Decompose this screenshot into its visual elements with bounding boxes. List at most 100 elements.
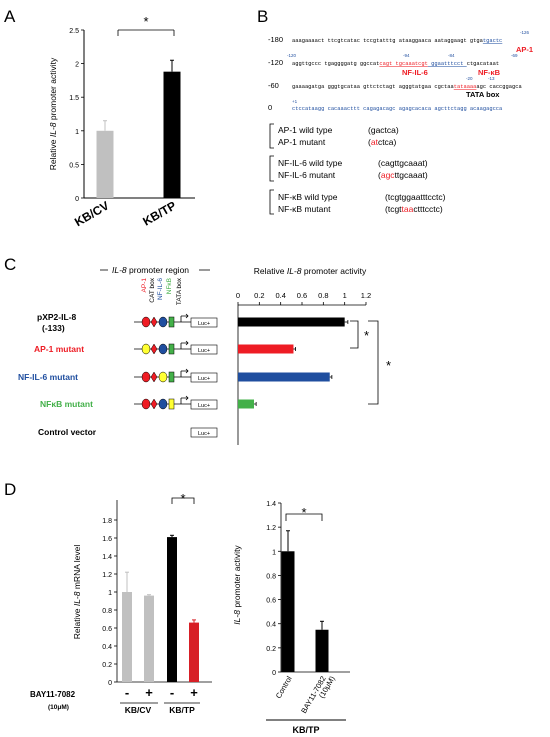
group-label-kbtp: KB/TP	[169, 705, 195, 715]
element-label-tata: TATA box	[176, 277, 183, 305]
seq-position-label: -180	[268, 35, 283, 44]
y-tick-label: 0	[272, 670, 276, 677]
x-category-label: KB/TP	[140, 198, 178, 228]
element-label-cat: CAT box	[149, 277, 156, 302]
luciferase-box	[190, 372, 218, 383]
seq-position-label: -120	[268, 58, 283, 67]
bar	[238, 399, 254, 409]
ap1-site	[141, 371, 151, 383]
element-label-nfkb: NFκB	[166, 278, 173, 294]
nfkb-site	[168, 398, 175, 410]
y-tick-label: 0.6	[266, 598, 276, 605]
site-label-tata: TATA box	[466, 90, 500, 99]
y-tick-label: 0	[108, 680, 112, 687]
nfkb-site	[168, 343, 175, 355]
y-tick-label: 2	[75, 62, 79, 69]
element-label-nfil6: NF-IL-6	[157, 278, 164, 300]
group-label-kbcv: KB/CV	[125, 705, 152, 715]
luciferase-label: Luc+	[198, 431, 210, 437]
x-tick-label: 0	[236, 291, 240, 300]
panel-label-a: A	[4, 7, 16, 26]
legend-ap1-mut: AP-1 mutant (atctca)	[278, 137, 397, 147]
luciferase-label: Luc+	[198, 376, 210, 382]
cat-box-site	[150, 343, 158, 355]
luciferase-label: Luc+	[198, 348, 210, 354]
construct-label-wt-sub: (-133)	[42, 323, 65, 333]
bar	[122, 592, 132, 682]
chart-a: Relative IL-8 promoter activity * 0 0.5 1 1…	[48, 14, 195, 229]
luciferase-box	[190, 317, 218, 328]
panel-label-c: C	[4, 255, 16, 274]
bar	[163, 71, 181, 198]
construct-label-nfkb: NFκB mutant	[40, 399, 93, 409]
chart-c-significance-outer: *	[386, 358, 391, 373]
cat-box-site	[150, 316, 158, 328]
luciferase-label: Luc+	[198, 403, 210, 409]
nfil6-site	[158, 316, 168, 328]
treatment-sign: -	[125, 685, 129, 700]
seq-number-m94: -94	[403, 53, 410, 58]
bar	[96, 130, 114, 198]
treatment-concentration: (10μM)	[48, 704, 69, 711]
y-tick-label: 1.6	[102, 536, 112, 543]
y-tick-label: 0.2	[102, 662, 112, 669]
site-label-ap1: AP-1	[516, 45, 533, 54]
seq-number-m13: -13	[488, 76, 495, 81]
element-label-ap1: AP-1	[141, 278, 148, 293]
y-tick-label: 1	[108, 590, 112, 597]
y-tick-label: 1.5	[69, 95, 79, 102]
y-tick-label: 1.2	[266, 525, 276, 532]
tss-arrow-head	[181, 395, 189, 401]
legend-bracket-ap1	[269, 123, 274, 149]
y-tick-label: 0	[75, 196, 79, 203]
treatment-sign: +	[145, 685, 153, 700]
chart-a-significance: *	[143, 14, 148, 29]
tss-arrow-head	[181, 340, 189, 346]
y-tick-label: 1.8	[102, 518, 112, 525]
bar	[238, 344, 294, 354]
luciferase-box	[190, 399, 218, 410]
bar	[238, 317, 345, 327]
legend-nfil6-wt: NF-IL-6 wild type (cagttgcaaat)	[278, 158, 428, 168]
ap1-site	[141, 316, 151, 328]
legend-ap1-wt: AP-1 wild type (gactca)	[278, 125, 399, 135]
cat-box-site	[150, 398, 158, 410]
bar	[315, 629, 329, 672]
treatment-label: BAY11-7082	[30, 690, 76, 699]
bar	[238, 372, 330, 382]
site-label-nfkb: NF-κB	[478, 68, 501, 77]
y-tick-label: 0.4	[266, 622, 276, 629]
ap1-site	[141, 398, 151, 410]
legend-nfkb-mut: NF-κB mutant (tcgttaactttcctc)	[278, 204, 443, 214]
seq-line-3: gaaaagatga gggtgcataa gttctctagt agggtat…	[292, 84, 522, 90]
x-tick-label: 0.2	[254, 291, 264, 300]
ap1-site	[141, 343, 151, 355]
nfkb-site	[168, 316, 175, 328]
seq-number-m69: -69	[511, 53, 518, 58]
y-tick-label: 1	[272, 549, 276, 556]
treatment-sign: +	[190, 685, 198, 700]
seq-line-1: aaagaaaact ttcgtcatac tccgtatttg ataagga…	[292, 38, 502, 44]
x-tick-label: 1	[343, 291, 347, 300]
construct-label-control: Control vector	[38, 427, 97, 437]
x-category-label: Control	[274, 674, 294, 700]
treatment-sign: -	[170, 685, 174, 700]
construct-rows: Luc+ Luc+ Luc+ Luc+ Luc+	[134, 313, 218, 438]
luciferase-box	[190, 427, 218, 438]
chart-d-left: Relative IL-8 mRNA level * BAY11-7082 (1…	[30, 491, 212, 715]
construct-label-wt: pXP2-IL-8	[37, 312, 76, 322]
seq-number-m20: -20	[466, 76, 473, 81]
cat-box-site	[150, 371, 158, 383]
y-tick-label: 0.2	[266, 646, 276, 653]
y-tick-label: 1	[75, 129, 79, 136]
seq-line-4: ctccataagg cacaaacttt cagagacagc agagcac…	[292, 106, 503, 112]
nfil6-site	[158, 398, 168, 410]
nfkb-site	[168, 371, 175, 383]
chart-a-ylabel: Relative IL-8 promoter activity	[48, 57, 58, 170]
tss-arrow-head	[181, 368, 189, 374]
x-tick-label: 1.2	[361, 291, 371, 300]
seq-position-label: -60	[268, 81, 279, 90]
legend-nfkb-wt: NF-κB wild type (tcgtggaatttcctc)	[278, 192, 446, 202]
y-tick-label: 1.4	[266, 501, 276, 508]
